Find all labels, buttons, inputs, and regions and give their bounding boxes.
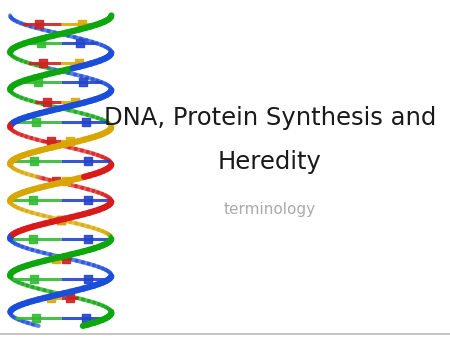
- Point: [36, 21, 43, 26]
- Text: DNA, Protein Synthesis and: DNA, Protein Synthesis and: [104, 106, 436, 130]
- Point: [62, 256, 69, 262]
- Point: [82, 119, 90, 124]
- Point: [30, 276, 37, 281]
- Point: [71, 99, 78, 105]
- Point: [62, 178, 69, 183]
- Point: [29, 237, 36, 242]
- Point: [34, 80, 41, 85]
- Text: Heredity: Heredity: [218, 150, 322, 174]
- Point: [43, 99, 50, 105]
- Point: [76, 41, 84, 46]
- Point: [75, 60, 82, 66]
- Point: [67, 139, 74, 144]
- Point: [67, 295, 74, 301]
- Point: [38, 41, 45, 46]
- Point: [57, 217, 64, 222]
- Point: [32, 315, 39, 320]
- Point: [39, 60, 46, 66]
- Point: [79, 21, 86, 26]
- Point: [82, 315, 90, 320]
- Point: [29, 197, 36, 203]
- Point: [85, 197, 92, 203]
- Point: [52, 256, 59, 262]
- Point: [80, 80, 87, 85]
- Point: [52, 178, 59, 183]
- Point: [57, 217, 64, 222]
- Point: [30, 158, 37, 164]
- Point: [84, 276, 91, 281]
- Point: [85, 237, 92, 242]
- Point: [48, 139, 55, 144]
- Point: [48, 295, 55, 301]
- Point: [84, 158, 91, 164]
- Text: terminology: terminology: [224, 202, 316, 217]
- Point: [32, 119, 39, 124]
